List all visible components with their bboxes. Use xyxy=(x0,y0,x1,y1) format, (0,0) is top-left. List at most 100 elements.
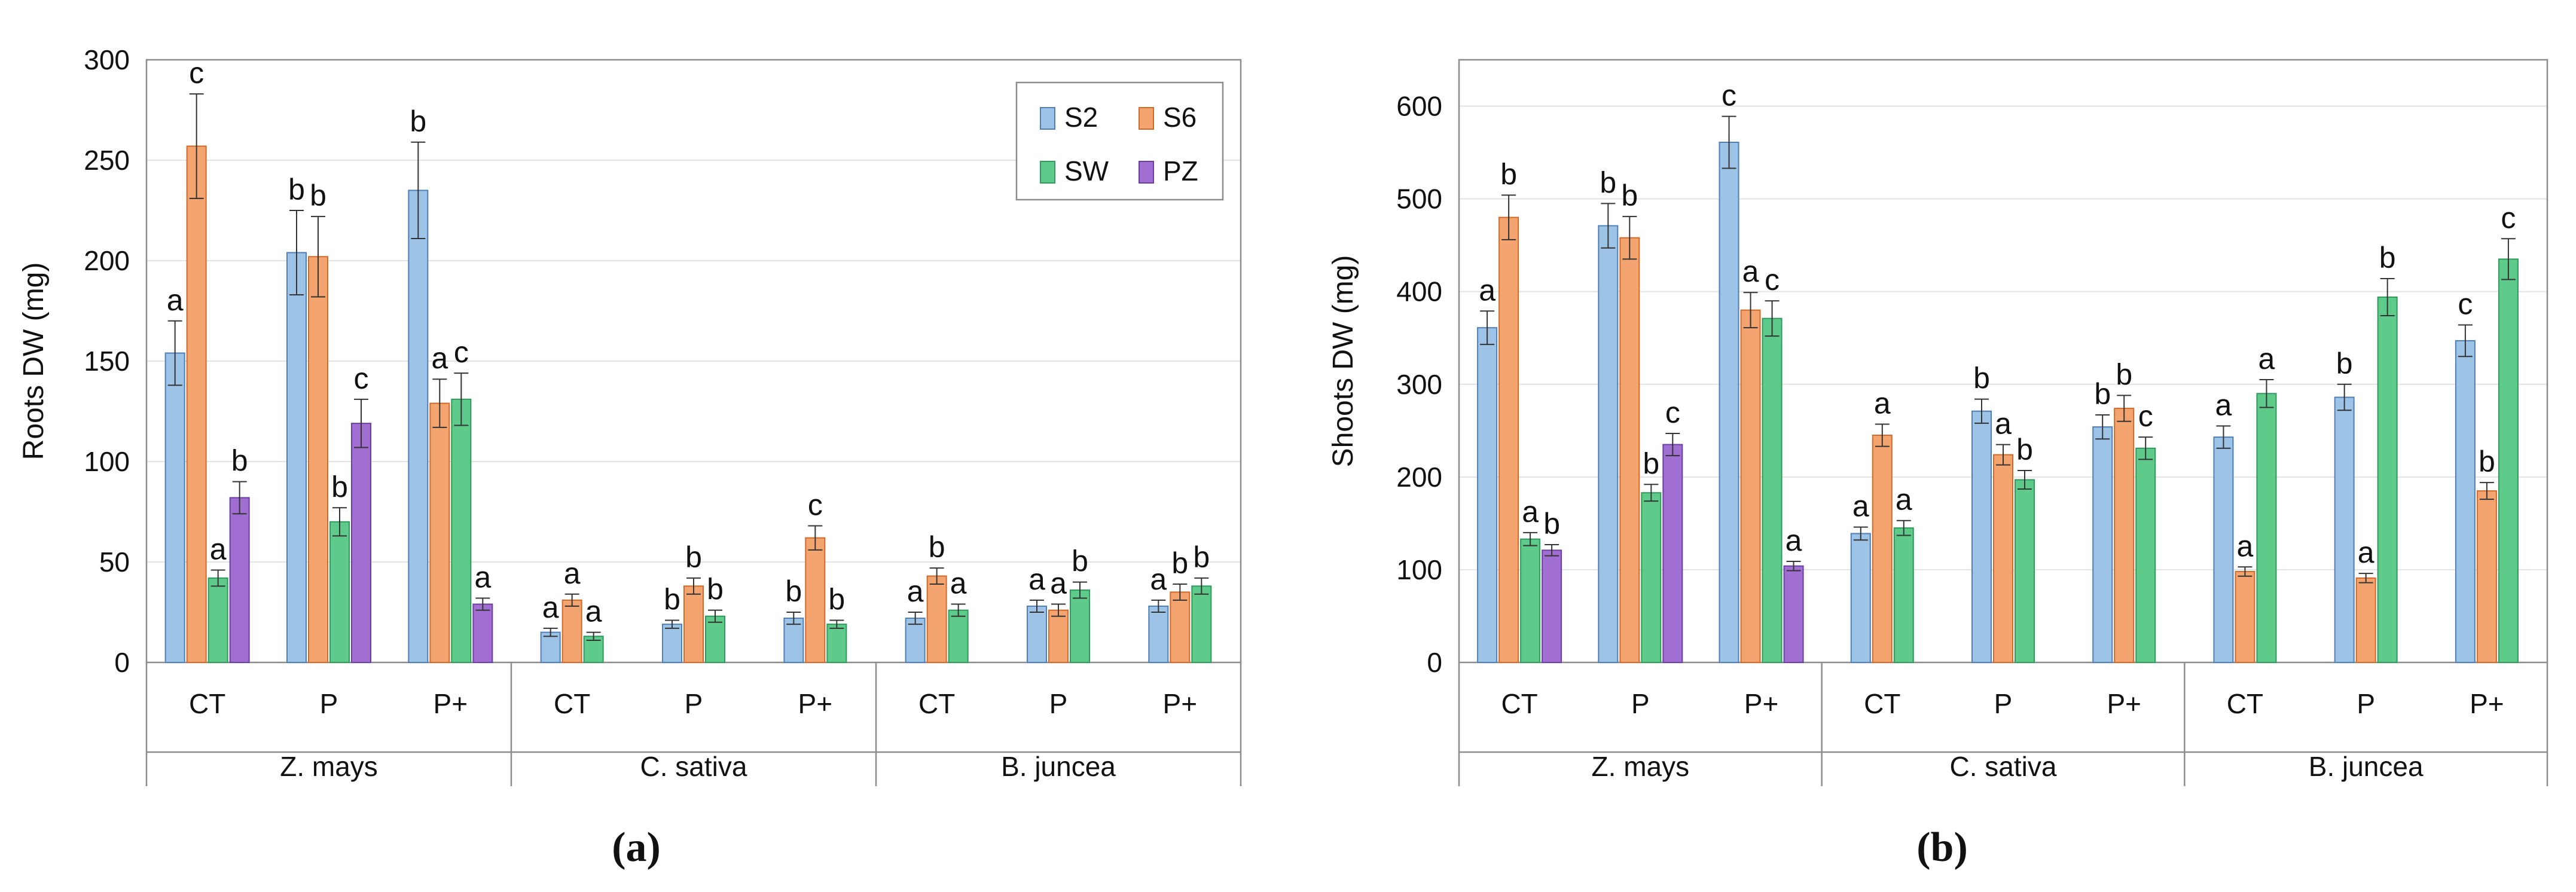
significance-letter: a xyxy=(1150,563,1167,596)
significance-letter: b xyxy=(2016,433,2033,466)
x-tick-label: P xyxy=(685,688,703,719)
bar-s2 xyxy=(1598,225,1619,663)
x-tick-label: P+ xyxy=(2470,688,2504,719)
y-tick-label: 0 xyxy=(114,647,130,678)
significance-letter: a xyxy=(1995,407,2012,441)
significance-letter: a xyxy=(1479,273,1495,307)
bar-pz xyxy=(1662,444,1683,663)
significance-letter: a xyxy=(585,595,602,628)
significance-letter: a xyxy=(2215,389,2232,422)
bar-s6 xyxy=(1170,591,1191,664)
y-tick-label: 100 xyxy=(1396,554,1442,585)
significance-letter: b xyxy=(1500,157,1517,191)
significance-letter: b xyxy=(2379,241,2396,274)
bar-s6 xyxy=(561,599,582,664)
bar-s6 xyxy=(2476,490,2497,663)
bar-s2 xyxy=(1477,327,1498,663)
significance-letter: a xyxy=(1852,490,1869,523)
significance-letter: a xyxy=(1028,563,1045,596)
significance-letter: a xyxy=(907,575,924,608)
bar-s2 xyxy=(1971,410,1992,663)
bar-sw xyxy=(2256,393,2277,663)
significance-letter: b xyxy=(929,530,945,564)
significance-letter: c xyxy=(2501,201,2516,234)
bar-s6 xyxy=(1498,216,1519,663)
significance-letter: a xyxy=(1896,483,1912,517)
significance-letter: a xyxy=(564,557,581,590)
significance-letter: c xyxy=(454,335,469,369)
significance-letter: b xyxy=(310,179,326,212)
bar-sw xyxy=(1762,317,1783,663)
significance-letter: a xyxy=(474,560,491,594)
significance-letter: a xyxy=(1050,567,1067,600)
y-tick-label: 150 xyxy=(84,346,130,377)
significance-letter: c xyxy=(1765,263,1780,297)
legend-label: S2 xyxy=(1064,102,1098,133)
legend-swatch-pz xyxy=(1139,161,1154,184)
y-axis-label: Roots DW (mg) xyxy=(18,262,50,460)
significance-letter: a xyxy=(2358,536,2374,569)
significance-letter: b xyxy=(410,105,426,138)
bar-s2 xyxy=(905,618,926,663)
bar-sw xyxy=(451,398,472,664)
significance-letter: b xyxy=(1973,362,1990,395)
significance-letter: b xyxy=(331,470,348,503)
significance-letter: b xyxy=(664,582,680,616)
bar-s6 xyxy=(2235,571,2255,663)
y-tick-label: 600 xyxy=(1396,91,1442,122)
bar-s2 xyxy=(2334,396,2355,663)
group-label: Z. mays xyxy=(280,751,378,782)
y-tick-label: 200 xyxy=(84,245,130,276)
legend-label: SW xyxy=(1064,155,1109,187)
bar-pz xyxy=(472,603,493,663)
bar-sw xyxy=(1641,492,1662,663)
bar-s2 xyxy=(2213,436,2234,663)
y-axis-label: Shoots DW (mg) xyxy=(1327,255,1359,468)
group-label: C. sativa xyxy=(1950,751,2057,782)
bar-pz xyxy=(1542,549,1562,664)
y-tick-label: 0 xyxy=(1427,647,1442,678)
significance-letter: c xyxy=(189,56,204,90)
significance-letter: b xyxy=(1171,546,1188,580)
x-tick-label: P xyxy=(1049,688,1068,719)
significance-letter: c xyxy=(2138,399,2153,433)
bar-s6 xyxy=(1993,454,2013,663)
significance-letter: a xyxy=(210,532,227,566)
bar-s6 xyxy=(1619,237,1640,663)
bar-s6 xyxy=(2355,577,2376,663)
bar-sw xyxy=(2498,258,2519,663)
significance-letter: b xyxy=(1600,166,1616,199)
significance-letter: a xyxy=(2237,529,2254,563)
y-tick-label: 300 xyxy=(84,44,130,75)
bar-sw xyxy=(826,624,847,664)
significance-letter: b xyxy=(1643,447,1659,480)
x-tick-label: CT xyxy=(189,688,225,719)
significance-letter: b xyxy=(1072,545,1088,578)
significance-letter: b xyxy=(231,444,248,478)
bar-sw xyxy=(1893,527,1914,664)
significance-letter: a xyxy=(542,591,559,624)
y-tick-label: 400 xyxy=(1396,276,1442,307)
legend-label: PZ xyxy=(1163,155,1198,187)
significance-letter: b xyxy=(2094,377,2111,411)
bar-sw xyxy=(207,577,228,663)
significance-letter: b xyxy=(2479,445,2495,478)
group-label: B. juncea xyxy=(1001,751,1116,782)
significance-letter: a xyxy=(1874,386,1891,420)
bar-s2 xyxy=(1719,142,1739,664)
significance-letter: c xyxy=(808,488,823,522)
bar-s6 xyxy=(308,256,328,663)
significance-letter: b xyxy=(2116,358,2132,391)
x-tick-label: P+ xyxy=(1163,688,1198,719)
bar-s6 xyxy=(926,575,947,664)
x-tick-label: P xyxy=(2357,688,2375,719)
legend-swatch-sw xyxy=(1040,161,1055,184)
significance-letter: b xyxy=(288,173,305,206)
x-tick-label: P+ xyxy=(798,688,833,719)
significance-letter: b xyxy=(707,573,724,606)
bar-s2 xyxy=(286,252,307,663)
bar-s6 xyxy=(805,537,826,663)
